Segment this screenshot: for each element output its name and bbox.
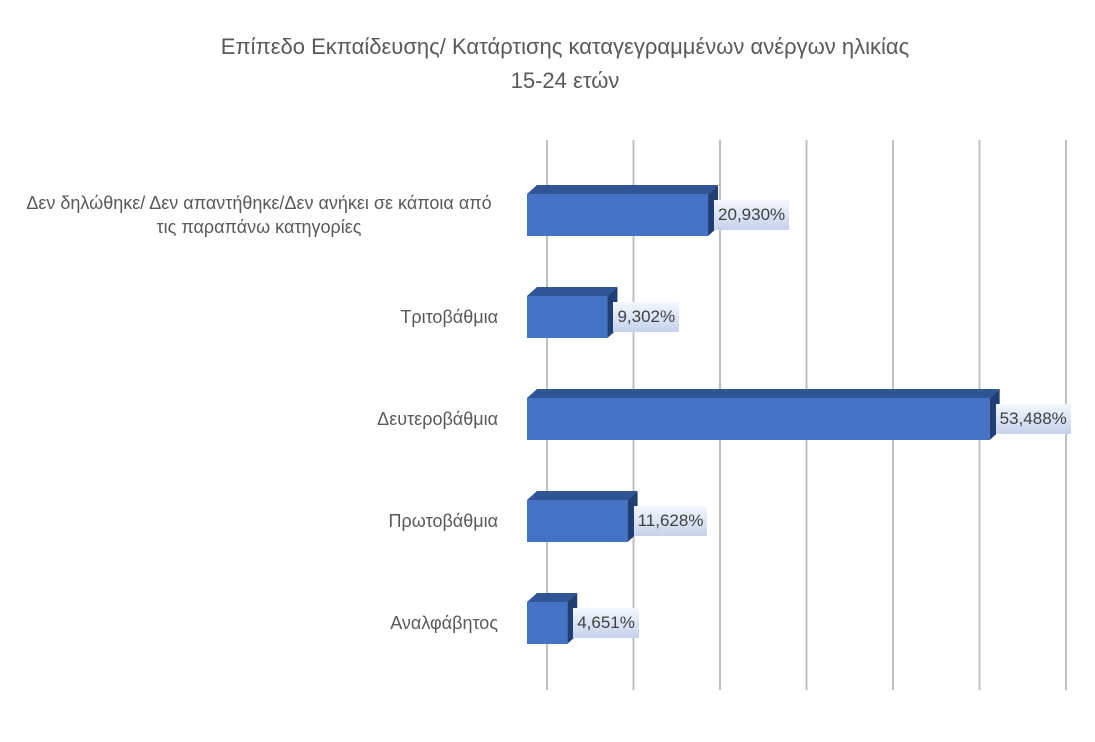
- bar-top: [527, 389, 1000, 398]
- category-label: Δευτεροβάθμια: [20, 407, 498, 431]
- value-label-text: 9,302%: [617, 307, 676, 326]
- value-label: 20,930%: [714, 200, 790, 230]
- bar: [527, 296, 608, 338]
- bar: [527, 398, 990, 440]
- bar-top: [527, 185, 719, 194]
- bar-top: [527, 593, 578, 602]
- category-label-text: Τριτοβάθμια: [400, 307, 498, 327]
- value-label: 4,651%: [573, 608, 639, 638]
- value-label-text: 4,651%: [577, 613, 635, 632]
- bar: [527, 602, 568, 644]
- value-label-text: 20,930%: [718, 205, 786, 224]
- chart-title: 15-24 ετών: [511, 68, 620, 93]
- category-label-text: Πρωτοβάθμια: [388, 511, 498, 531]
- category-label: Τριτοβάθμια: [20, 305, 498, 329]
- category-label: Πρωτοβάθμια: [20, 509, 498, 533]
- bar-top: [527, 287, 618, 296]
- value-label-text: 11,628%: [637, 511, 704, 530]
- value-label: 11,628%: [633, 506, 708, 536]
- bar-top: [527, 491, 638, 500]
- category-label-text: Δευτεροβάθμια: [377, 409, 498, 429]
- category-label-text: Αναλφάβητος: [390, 613, 498, 633]
- category-label: Δεν δηλώθηκε/ Δεν απαντήθηκε/Δεν ανήκει …: [20, 191, 498, 239]
- bar: [527, 194, 709, 236]
- category-label-text: Δεν δηλώθηκε/ Δεν απαντήθηκε/Δεν ανήκει …: [26, 193, 492, 237]
- value-label: 53,488%: [995, 404, 1071, 434]
- chart-title: Επίπεδο Εκπαίδευσης/ Κατάρτισης καταγεγρ…: [221, 34, 909, 59]
- category-label: Αναλφάβητος: [20, 611, 498, 635]
- bar: [527, 500, 628, 542]
- value-label: 9,302%: [613, 302, 680, 332]
- value-label-text: 53,488%: [999, 409, 1067, 428]
